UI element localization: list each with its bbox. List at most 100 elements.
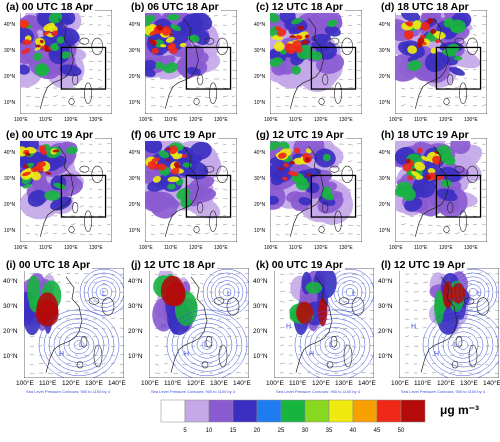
isobar-caption: Sea Level Pressure Contours: 900 to 1100… [276,389,360,394]
panel-title: (c) 12 UTC 18 Apr [254,1,346,13]
longitude-label: 140°E [108,380,126,387]
latitude-label: 10°N [129,100,141,106]
longitude-label: 120°E [64,245,78,251]
color-scale-tick-label: 45 [373,428,381,434]
panel-title: (g) 12 UTC 19 Apr [254,129,346,141]
coastline [39,146,74,237]
island-outline [84,210,93,232]
longitude-label: 130°E [89,245,103,251]
pressure-center-label: L [79,342,83,349]
island-outline [334,210,343,232]
color-scale-swatches [160,399,426,423]
map-plot: H L H L [24,268,124,378]
latitude-label: 20°N [379,74,391,80]
latitude-label: 30°N [128,303,143,310]
pressure-center-label: L [454,342,458,349]
longitude-label: 100°E [16,380,34,387]
longitude-label: 120°E [312,380,330,387]
pressure-center-label: H [434,351,439,358]
isobar-caption: Sea Level Pressure Contours: 900 to 1100… [26,389,110,394]
island-outline [197,74,204,86]
island-outline [79,37,90,45]
latitude-label: 40°N [379,150,391,156]
coastline [170,276,208,373]
longitude-label: 120°E [64,117,78,123]
island-outline [443,98,450,105]
longitude-label: 100°E [389,117,403,123]
top-map-panel: (c) 12 UTC 18 Apr 40°N 30°N 20°N 10°N 100°E 11… [252,1,374,128]
island-outline [443,226,450,233]
analysis-domain-box [185,46,232,90]
island-outline [343,344,353,368]
longitude-label: 110°E [414,380,432,387]
latitude-label: 40°N [128,278,143,285]
longitude-label: 100°E [14,245,28,251]
island-outline [72,202,79,214]
longitude-label: 120°E [439,117,453,123]
island-outline [463,297,475,305]
island-outline [447,202,454,214]
latitude-label: 30°N [379,48,391,54]
dust-concentration-field [145,10,221,80]
analysis-domain-box [60,174,107,218]
color-scale-swatch [184,399,210,423]
dust-concentration-field [24,273,62,336]
longitude-label: 130°E [339,117,353,123]
island-outline [91,37,104,56]
pressure-center-label: L [352,291,356,298]
island-outline [226,297,240,316]
units-label: μg m⁻³ [440,403,480,417]
panel-title: (j) 12 UTC 18 Apr [129,259,218,271]
coastline [289,146,324,237]
pressure-center-label: L [329,342,333,349]
pressure-center-label: H [59,351,64,358]
pressure-center-label: L [102,291,106,298]
longitude-label: 140°E [483,380,500,387]
pressure-center-label: H [411,324,416,331]
panel-title: (d) 18 UTC 18 Apr [379,1,471,13]
longitude-label: 130°E [214,245,228,251]
longitude-label: 130°E [460,380,478,387]
bottom-map-panel: H L H L (j) 12 UTC 18 Apr 40°N 30°N 20°N 10°N 100… [127,259,251,395]
longitude-label: 110°E [289,380,307,387]
longitude-label: 130°E [464,117,478,123]
latitude-label: 20°N [3,328,18,335]
island-outline [101,297,115,316]
island-outline [209,210,218,232]
island-outline [318,98,325,105]
longitude-label: 110°E [164,245,178,251]
dust-concentration-field [428,271,472,335]
island-outline [193,98,200,105]
latitude-label: 10°N [128,353,143,360]
analysis-domain-box [435,46,482,90]
longitude-label: 110°E [164,117,178,123]
latitude-label: 10°N [379,228,391,234]
latitude-label: 20°N [253,328,268,335]
color-scale-bar [160,398,430,429]
latitude-label: 30°N [379,176,391,182]
longitude-label: 130°E [85,380,103,387]
dust-concentration-field [395,10,481,88]
analysis-domain-box [310,46,357,90]
pressure-center-label: H [161,324,166,331]
latitude-label: 10°N [254,228,266,234]
color-scale-swatch [256,399,282,423]
sea-level-pressure-isobars [166,268,249,378]
coastline [289,18,324,109]
pressure-center-label: H [309,351,314,358]
color-scale-swatch [160,399,186,423]
latitude-label: 30°N [4,48,16,54]
longitude-label: 120°E [189,117,203,123]
island-outline [216,37,229,56]
island-outline [341,165,354,184]
latitude-label: 30°N [129,48,141,54]
color-scale-swatch [376,399,402,423]
longitude-label: 120°E [62,380,80,387]
island-outline [216,165,229,184]
color-scale-tick-label: 35 [325,428,333,434]
color-scale-swatch [280,399,306,423]
map-plot [20,138,112,242]
map-plot: H L H L [149,268,249,378]
panel-title: (f) 06 UTC 19 Apr [129,129,218,141]
panel-title: (a) 00 UTC 18 Apr [4,1,96,13]
